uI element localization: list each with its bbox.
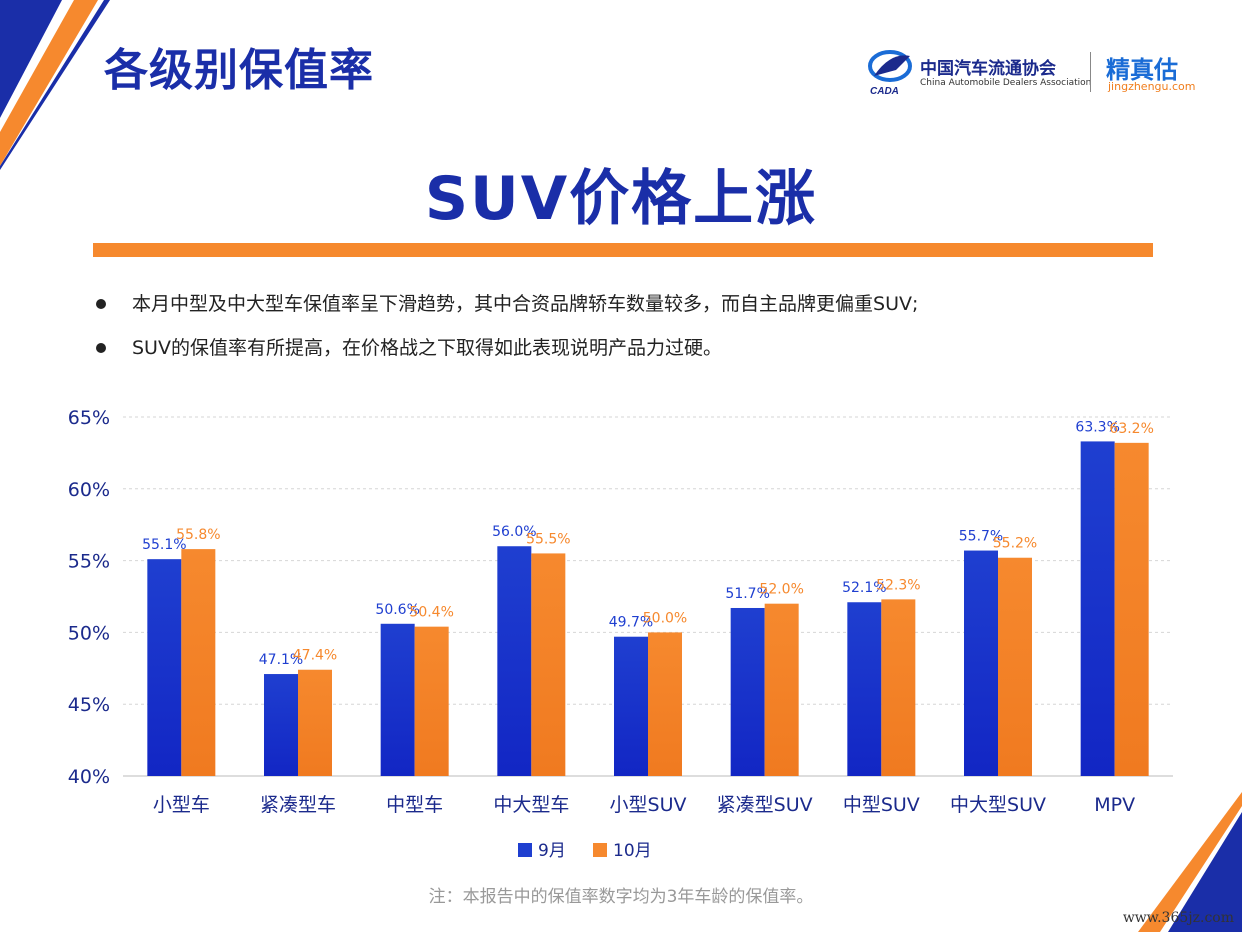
bar (531, 553, 566, 776)
bar (998, 557, 1032, 776)
cada-logo-icon: CADA (868, 50, 912, 97)
data-label: 55.7% (959, 529, 1003, 545)
x-tick-label: 紧凑型SUV (717, 794, 813, 816)
x-tick-label: 中型SUV (843, 794, 920, 816)
bar (298, 669, 332, 776)
cada-logo-text: CADA (870, 86, 899, 97)
bar (264, 674, 298, 776)
bar (181, 549, 216, 776)
data-label: 50.4% (409, 605, 453, 621)
x-tick-label: 小型SUV (610, 794, 687, 816)
bullet-text: SUV的保值率有所提高，在价格战之下取得如此表现说明产品力过硬。 (132, 337, 722, 359)
y-tick-label: 50% (68, 622, 110, 644)
y-tick-label: 45% (68, 694, 110, 716)
y-tick-label: 55% (68, 551, 110, 573)
data-label: 51.7% (725, 586, 769, 602)
data-label: 49.7% (609, 615, 653, 631)
bar (414, 626, 449, 776)
legend-label: 10月 (613, 841, 652, 861)
data-label: 50.6% (375, 602, 419, 618)
bullet-item: SUV的保值率有所提高，在价格战之下取得如此表现说明产品力过硬。 (92, 326, 918, 370)
bar (964, 550, 998, 776)
bar (847, 602, 882, 776)
bullet-list: 本月中型及中大型车保值率呈下滑趋势，其中合资品牌轿车数量较多，而自主品牌更偏重S… (92, 282, 918, 370)
headline-underline (93, 243, 1153, 257)
bar (648, 632, 682, 776)
data-label: 47.1% (259, 652, 303, 668)
bullet-dot-icon (96, 299, 106, 309)
bar (1114, 442, 1149, 776)
y-tick-label: 40% (68, 766, 110, 788)
bullet-dot-icon (96, 343, 106, 353)
data-label: 55.8% (176, 527, 220, 543)
x-tick-label: 小型车 (153, 794, 210, 816)
bar (764, 603, 799, 776)
association-name-en: China Automobile Dealers Association (920, 78, 1092, 88)
logo-area: CADA 中国汽车流通协会 China Automobile Dealers A… (866, 44, 1206, 100)
corner-decoration-top-left (0, 0, 110, 170)
watermark-url: www.365jz.com (1122, 910, 1234, 926)
x-tick-label: 紧凑型车 (260, 794, 336, 816)
bar (497, 546, 532, 776)
data-label: 63.3% (1075, 419, 1119, 435)
footnote: 注：本报告中的保值率数字均为3年车龄的保值率。 (428, 887, 814, 907)
data-label: 50.0% (643, 610, 687, 626)
bar (614, 636, 648, 776)
x-tick-label: MPV (1094, 794, 1135, 816)
data-label: 55.1% (142, 537, 186, 553)
data-label: 63.2% (1109, 421, 1153, 437)
data-label: 55.5% (526, 531, 570, 547)
logo-divider (1090, 52, 1091, 92)
brand-url: jingzhengu.com (1108, 80, 1196, 93)
bullet-text: 本月中型及中大型车保值率呈下滑趋势，其中合资品牌轿车数量较多，而自主品牌更偏重S… (132, 293, 919, 315)
y-tick-label: 60% (68, 479, 110, 501)
x-tick-label: 中型车 (386, 794, 443, 816)
legend-swatch (593, 843, 607, 857)
corner-decoration-bottom-right (1132, 792, 1242, 932)
x-tick-label: 中大型车 (493, 794, 569, 816)
bar (380, 623, 415, 776)
brand-name: 精真估 (1106, 56, 1178, 84)
slide-title: 各级别保值率 (104, 45, 374, 96)
data-label: 55.2% (993, 536, 1037, 552)
data-label: 52.1% (842, 580, 886, 596)
bar-chart: 40% 45% 50% 55% 60% 65% 55.1%55.8% 小型车 47.1%47.4… (68, 407, 1173, 861)
legend-label: 9月 (538, 841, 566, 861)
legend-swatch (518, 843, 532, 857)
headline: SUV价格上涨 (424, 164, 818, 234)
bar (147, 559, 182, 776)
association-name: 中国汽车流通协会 (920, 59, 1056, 79)
bar (881, 599, 916, 776)
data-label: 47.4% (293, 648, 337, 664)
data-label: 52.0% (759, 582, 803, 598)
bullet-item: 本月中型及中大型车保值率呈下滑趋势，其中合资品牌轿车数量较多，而自主品牌更偏重S… (92, 282, 918, 326)
x-tick-label: 中大型SUV (950, 794, 1046, 816)
bar (1080, 441, 1115, 776)
y-tick-label: 65% (68, 407, 110, 429)
data-label: 52.3% (876, 577, 920, 593)
data-label: 56.0% (492, 524, 536, 540)
bar (730, 607, 765, 776)
